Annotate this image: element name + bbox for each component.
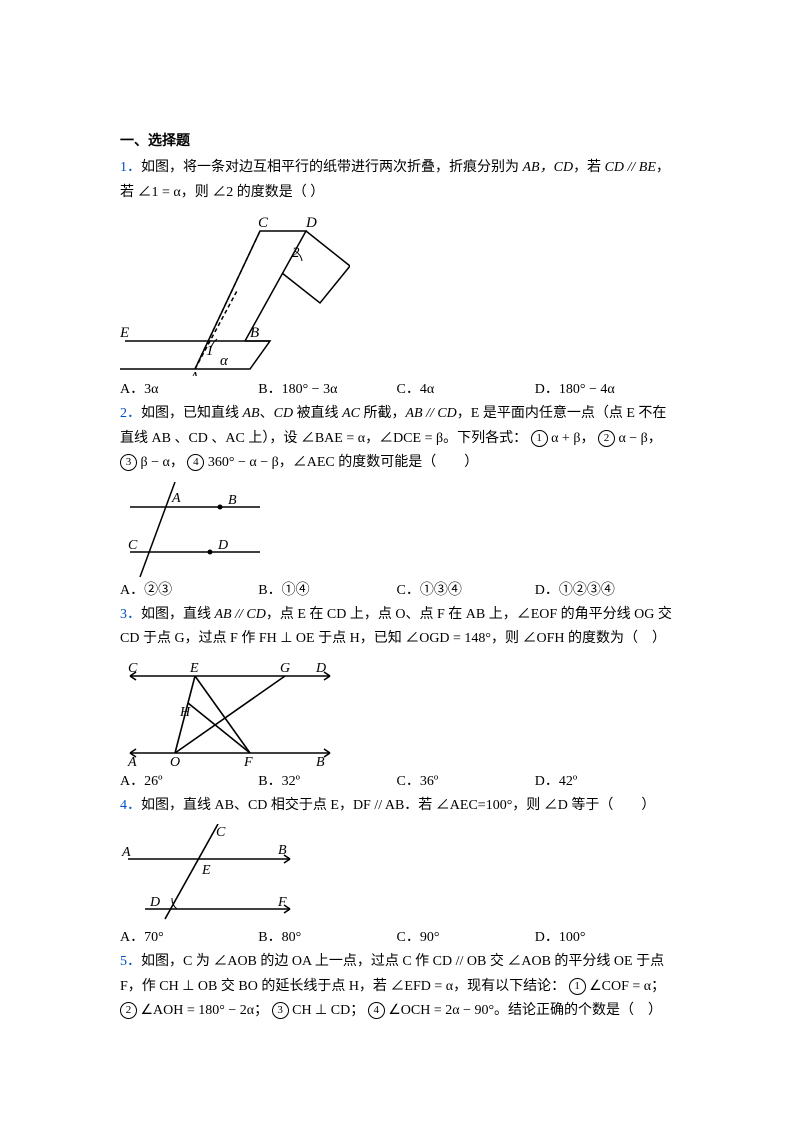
q5-c1: ∠COF = α；	[586, 979, 666, 994]
svg-text:O: O	[170, 755, 180, 768]
svg-text:B: B	[250, 325, 259, 341]
page: 一、选择题 1．如图，将一条对边互相平行的纸带进行两次折叠，折痕分别为 AB，C…	[0, 0, 793, 1122]
q2-opt-a: A．②③	[120, 579, 258, 599]
q4-opt-c: C．90°	[397, 926, 535, 946]
q5-c3n: 3	[272, 1002, 289, 1019]
circled-4: 4	[187, 454, 204, 471]
q2-tf: AB 、CD 、AC 上），设 ∠BAE = α，∠DCE = β。下列各式：	[152, 431, 528, 446]
svg-text:H: H	[179, 705, 191, 720]
q4-opt-b: B．80°	[258, 926, 396, 946]
q2-tg: ，∠AEC 的度数可能是（ ）	[279, 455, 479, 470]
question-1: 1．如图，将一条对边互相平行的纸带进行两次折叠，折痕分别为 AB，CD，若 CD…	[120, 156, 673, 205]
svg-text:D: D	[315, 661, 326, 676]
q5-tb: 。结论正确的个数是（ ）	[494, 1003, 662, 1018]
q3-options: A．26º B．32º C．36º D．42º	[120, 770, 673, 790]
q3-par: AB // CD	[215, 607, 266, 622]
q2-options: A．②③ B．①④ C．①③④ D．①②③④	[120, 579, 673, 599]
q2-opt-b: B．①④	[258, 579, 396, 599]
q1-opt-a: A．3α	[120, 378, 258, 398]
q3-opt-c: C．36º	[397, 770, 535, 790]
q3-opt-d: D．42º	[535, 770, 673, 790]
q2-o2: α − β，	[615, 431, 662, 446]
q5-c2n: 2	[120, 1002, 137, 1019]
q3-figure: C E G D H A O F B	[120, 658, 673, 768]
svg-text:C: C	[258, 215, 269, 231]
q2-tb: 、	[260, 406, 274, 421]
svg-text:A: A	[189, 370, 199, 376]
svg-text:G: G	[280, 661, 290, 676]
circled-3: 3	[120, 454, 137, 471]
q4-opt-d: D．100°	[535, 926, 673, 946]
svg-text:D: D	[217, 538, 228, 553]
svg-text:C: C	[216, 825, 226, 840]
svg-text:E: E	[120, 325, 129, 341]
q2-par: AB // CD	[405, 406, 456, 421]
q2-o3: β − α，	[137, 455, 184, 470]
q5-c3: CH ⊥ CD；	[289, 1003, 365, 1018]
q2-o1: α + β，	[548, 431, 595, 446]
q3-ta: 如图，直线	[141, 607, 215, 622]
q5-c4n: 4	[368, 1002, 385, 1019]
q1-opt-d: D．180° − 4α	[535, 378, 673, 398]
q5-c2: ∠AOH = 180° − 2α；	[137, 1003, 268, 1018]
svg-text:2: 2	[292, 245, 300, 261]
q1-opt-c: C．4α	[397, 378, 535, 398]
q1-text-b: ，若	[573, 160, 605, 175]
q2-ac: AC	[342, 406, 360, 421]
q5-number: 5．	[120, 954, 141, 969]
q4-figure: C A B E D F	[120, 824, 673, 924]
q3-opt-b: B．32º	[258, 770, 396, 790]
q2-opt-c: C．①③④	[397, 579, 535, 599]
q2-tc: 被直线	[293, 406, 342, 421]
q5-c4: ∠OCH = 2α − 90°	[385, 1003, 494, 1018]
svg-text:A: A	[127, 755, 137, 768]
q1-number: 1．	[120, 160, 141, 175]
q1-abcd: AB，CD	[523, 160, 574, 175]
q1-options: A．3α B．180° − 3α C．4α D．180° − 4α	[120, 378, 673, 398]
q3-opt-a: A．26º	[120, 770, 258, 790]
svg-text:B: B	[228, 493, 237, 508]
q1-cond1: CD // BE	[605, 160, 656, 175]
q1-text-a: 如图，将一条对边互相平行的纸带进行两次折叠，折痕分别为	[141, 160, 523, 175]
question-5: 5．如图，C 为 ∠AOB 的边 OA 上一点，过点 C 作 CD // OB …	[120, 950, 673, 1024]
svg-text:B: B	[278, 843, 287, 858]
svg-text:A: A	[121, 845, 131, 860]
q2-figure: A B C D	[120, 482, 673, 577]
q4-text: 如图，直线 AB、CD 相交于点 E，DF // AB．若 ∠AEC=100°，…	[141, 798, 655, 813]
svg-text:A: A	[171, 491, 181, 506]
svg-text:α: α	[220, 353, 229, 369]
q2-number: 2．	[120, 406, 141, 421]
svg-text:C: C	[128, 661, 138, 676]
circled-2: 2	[598, 430, 615, 447]
q4-opt-a: A．70°	[120, 926, 258, 946]
q2-ab: AB	[243, 406, 260, 421]
svg-text:D: D	[149, 895, 160, 910]
section-title: 一、选择题	[120, 130, 673, 150]
q2-cd: CD	[274, 406, 293, 421]
svg-text:1: 1	[206, 343, 214, 359]
q4-options: A．70° B．80° C．90° D．100°	[120, 926, 673, 946]
question-2: 2．如图，已知直线 AB、CD 被直线 AC 所截，AB // CD，E 是平面…	[120, 402, 673, 476]
q2-ta: 如图，已知直线	[141, 406, 243, 421]
q5-c1n: 1	[569, 978, 586, 995]
svg-text:C: C	[128, 538, 138, 553]
svg-text:F: F	[277, 895, 287, 910]
svg-text:F: F	[243, 755, 253, 768]
q1-opt-b: B．180° − 3α	[258, 378, 396, 398]
svg-text:D: D	[305, 215, 317, 231]
q3-number: 3．	[120, 607, 141, 622]
q2-opt-d: D．①②③④	[535, 579, 673, 599]
question-3: 3．如图，直线 AB // CD，点 E 在 CD 上，点 O、点 F 在 AB…	[120, 603, 673, 652]
q2-o4: 360° − α − β	[204, 455, 278, 470]
circled-1: 1	[531, 430, 548, 447]
q1-figure: C D 2 E B 1 α A	[120, 211, 673, 376]
q4-number: 4．	[120, 798, 141, 813]
svg-text:E: E	[201, 863, 211, 878]
svg-text:E: E	[189, 661, 199, 676]
question-4: 4．如图，直线 AB、CD 相交于点 E，DF // AB．若 ∠AEC=100…	[120, 794, 673, 819]
svg-text:B: B	[316, 755, 325, 768]
q2-td: 所截，	[360, 406, 406, 421]
